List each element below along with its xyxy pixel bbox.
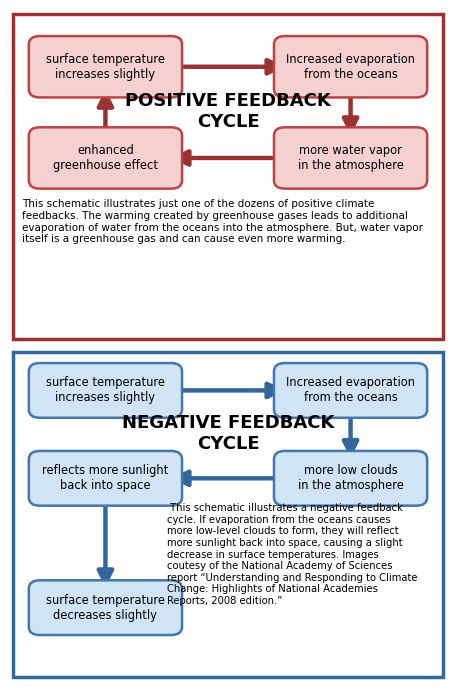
Text: surface temperature
increases slightly: surface temperature increases slightly bbox=[46, 53, 165, 81]
Text: Increased evaporation
from the oceans: Increased evaporation from the oceans bbox=[285, 53, 414, 81]
FancyBboxPatch shape bbox=[14, 352, 441, 677]
FancyBboxPatch shape bbox=[29, 127, 182, 189]
Text: surface temperature
decreases slightly: surface temperature decreases slightly bbox=[46, 594, 165, 622]
Text: enhanced
greenhouse effect: enhanced greenhouse effect bbox=[53, 144, 157, 172]
FancyBboxPatch shape bbox=[29, 451, 182, 506]
Text: POSITIVE FEEDBACK
CYCLE: POSITIVE FEEDBACK CYCLE bbox=[125, 92, 330, 131]
FancyBboxPatch shape bbox=[273, 451, 426, 506]
FancyBboxPatch shape bbox=[273, 36, 426, 97]
Text: This schematic illustrates a negative feedback
cycle. If evaporation from the oc: This schematic illustrates a negative fe… bbox=[167, 503, 416, 606]
FancyBboxPatch shape bbox=[14, 14, 441, 339]
FancyBboxPatch shape bbox=[29, 363, 182, 418]
Text: NEGATIVE FEEDBACK
CYCLE: NEGATIVE FEEDBACK CYCLE bbox=[121, 414, 334, 453]
FancyBboxPatch shape bbox=[273, 363, 426, 418]
FancyBboxPatch shape bbox=[29, 580, 182, 635]
FancyBboxPatch shape bbox=[273, 127, 426, 189]
Text: more water vapor
in the atmosphere: more water vapor in the atmosphere bbox=[297, 144, 403, 172]
Text: This schematic illustrates just one of the dozens of positive climate
feedbacks.: This schematic illustrates just one of t… bbox=[22, 200, 422, 244]
Text: Increased evaporation
from the oceans: Increased evaporation from the oceans bbox=[285, 377, 414, 404]
FancyBboxPatch shape bbox=[29, 36, 182, 97]
Text: more low clouds
in the atmosphere: more low clouds in the atmosphere bbox=[297, 464, 403, 492]
Text: surface temperature
increases slightly: surface temperature increases slightly bbox=[46, 377, 165, 404]
Text: reflects more sunlight
back into space: reflects more sunlight back into space bbox=[42, 464, 168, 492]
